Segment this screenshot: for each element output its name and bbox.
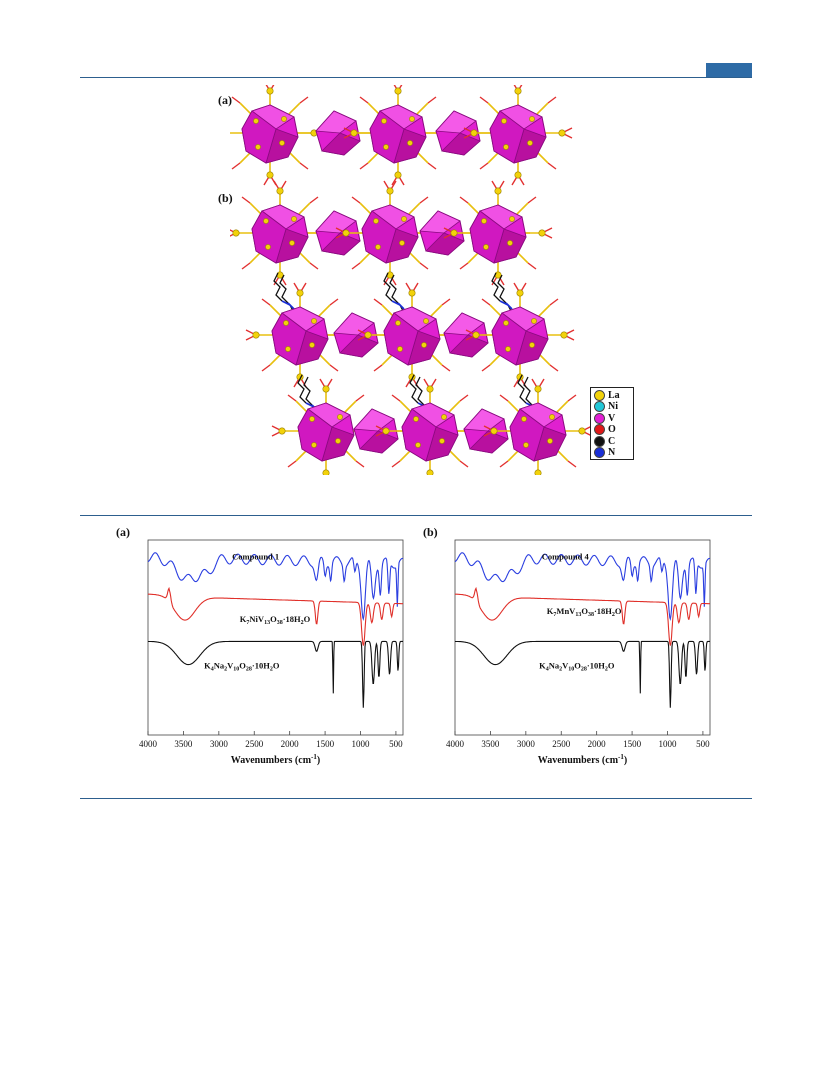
legend-label: Ni — [608, 401, 618, 413]
x-tick-label: 2000 — [281, 739, 300, 749]
series-label: K7MnV13O38·18H2O — [547, 606, 622, 618]
x-tick-label: 2500 — [245, 739, 264, 749]
x-tick-label: 4000 — [139, 739, 158, 749]
legend-item-v: V — [594, 412, 616, 424]
x-tick-label: 3000 — [517, 739, 536, 749]
header-tab — [706, 63, 752, 77]
legend-item-n: N — [594, 447, 615, 458]
x-axis-label: Wavenumbers (cm-1) — [231, 753, 320, 766]
footer-rule — [80, 798, 752, 799]
header-rule — [80, 77, 752, 78]
legend-item-c: C — [594, 435, 616, 447]
x-tick-label: 3500 — [481, 739, 500, 749]
x-tick-label: 1000 — [352, 739, 371, 749]
figure-separator-rule — [80, 515, 752, 516]
x-tick-label: 1000 — [659, 739, 678, 749]
ir-chart-a: (a) 4000 3500 3000 2500 2000 1500 1000 500 Wavenu… — [110, 522, 410, 777]
x-tick-label: 2500 — [552, 739, 571, 749]
series-line-1 — [454, 586, 710, 646]
x-tick-label: 3000 — [210, 739, 229, 749]
ir-chart-b: (b) 4000 3500 3000 2500 2000 1500 1000 500 Wavenu… — [417, 522, 717, 777]
x-tick-label: 1500 — [316, 739, 335, 749]
legend-item-o: O — [594, 424, 616, 436]
series-line-1 — [147, 586, 403, 646]
structure-panel-b-label: (b) — [218, 191, 233, 205]
x-tick-label: 3500 — [174, 739, 193, 749]
legend-swatch — [594, 447, 605, 458]
series-label: K4Na2V10O28·10H2O — [539, 661, 615, 673]
legend-label: N — [608, 447, 616, 458]
series-line-2 — [147, 640, 403, 708]
series-line-0 — [147, 552, 404, 622]
ir-chart-svg: (b) 4000 3500 3000 2500 2000 1500 1000 500 Wavenu… — [423, 525, 711, 766]
series-label: Compound 4 — [542, 552, 590, 562]
chart-panel-label: (a) — [116, 525, 130, 539]
legend-item-ni: Ni — [594, 401, 618, 413]
series-line-2 — [454, 640, 710, 708]
x-axis-label: Wavenumbers (cm-1) — [538, 753, 627, 766]
legend-swatch — [594, 401, 605, 413]
x-tick-label: 4000 — [446, 739, 465, 749]
x-tick-label: 500 — [389, 739, 403, 749]
chart-panel-label: (b) — [423, 525, 438, 539]
x-tick-label: 2000 — [588, 739, 607, 749]
series-label: K7NiV13O38·18H2O — [240, 614, 311, 626]
x-tick-label: 500 — [696, 739, 710, 749]
legend-label: V — [608, 412, 616, 424]
legend-swatch — [594, 412, 605, 424]
series-label: Compound 1 — [232, 552, 279, 562]
element-legend: La Ni V O C N — [590, 387, 634, 460]
ir-chart-svg: (a) 4000 3500 3000 2500 2000 1500 1000 500 Wavenu… — [116, 525, 404, 766]
legend-label: C — [608, 435, 616, 447]
legend-swatch — [594, 435, 605, 447]
legend-label: O — [608, 424, 616, 436]
plot-frame — [454, 539, 711, 736]
series-label: K4Na2V10O28·10H2O — [204, 661, 280, 673]
series-line-0 — [454, 552, 711, 622]
legend-swatch — [594, 390, 605, 401]
legend-item-la: La — [594, 390, 620, 401]
structure-figure — [230, 85, 593, 475]
legend-label: La — [608, 390, 620, 401]
legend-swatch — [594, 424, 605, 436]
x-tick-label: 1500 — [623, 739, 642, 749]
structure-panel-a-label: (a) — [218, 93, 232, 107]
plot-frame — [147, 539, 404, 736]
